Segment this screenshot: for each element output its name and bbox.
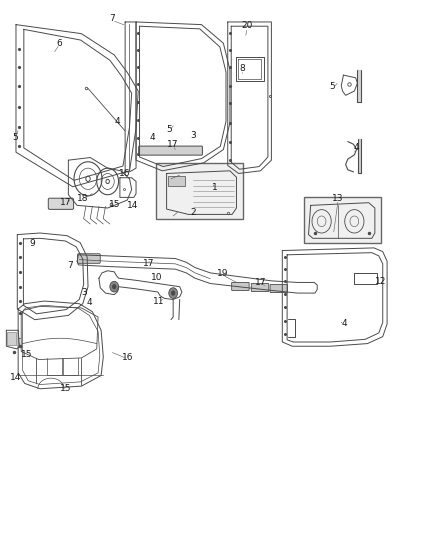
FancyBboxPatch shape	[155, 163, 243, 219]
Text: 3: 3	[81, 288, 88, 297]
Text: 11: 11	[153, 297, 165, 306]
Text: 5: 5	[166, 125, 172, 134]
FancyBboxPatch shape	[7, 333, 16, 345]
Text: 17: 17	[60, 198, 71, 207]
Text: 5: 5	[330, 82, 336, 91]
FancyBboxPatch shape	[168, 176, 185, 185]
Circle shape	[169, 288, 177, 298]
Text: 14: 14	[10, 373, 21, 382]
Text: 17: 17	[167, 140, 179, 149]
Circle shape	[110, 281, 119, 292]
Text: 2: 2	[190, 208, 196, 217]
Text: 19: 19	[217, 270, 228, 278]
Text: 4: 4	[115, 117, 120, 126]
FancyBboxPatch shape	[270, 285, 288, 293]
Text: 15: 15	[60, 384, 72, 393]
Text: 15: 15	[21, 350, 33, 359]
Text: 17: 17	[142, 260, 154, 268]
Text: 7: 7	[109, 14, 115, 23]
Text: 3: 3	[190, 131, 196, 140]
Text: 4: 4	[149, 133, 155, 142]
Text: 16: 16	[120, 169, 131, 178]
Text: 4: 4	[342, 319, 348, 328]
FancyBboxPatch shape	[48, 198, 74, 209]
Text: 10: 10	[151, 273, 162, 281]
Text: 6: 6	[57, 39, 63, 48]
Circle shape	[112, 284, 117, 289]
Text: 13: 13	[332, 194, 344, 203]
FancyBboxPatch shape	[232, 282, 249, 290]
Text: 8: 8	[239, 64, 245, 72]
Text: 16: 16	[123, 353, 134, 362]
Circle shape	[171, 290, 175, 296]
Text: 17: 17	[255, 278, 267, 287]
FancyBboxPatch shape	[139, 146, 202, 155]
FancyBboxPatch shape	[251, 284, 269, 292]
Text: 18: 18	[77, 194, 88, 203]
Text: 4: 4	[354, 143, 359, 152]
Text: 15: 15	[110, 200, 121, 209]
FancyBboxPatch shape	[78, 254, 100, 263]
Text: 7: 7	[67, 261, 73, 270]
Text: 1: 1	[212, 183, 218, 192]
Text: 4: 4	[86, 298, 92, 307]
Text: 9: 9	[29, 239, 35, 248]
Text: 20: 20	[242, 21, 253, 30]
Text: 12: 12	[375, 277, 386, 286]
Text: 14: 14	[127, 201, 138, 211]
FancyBboxPatch shape	[304, 197, 381, 243]
Text: 5: 5	[12, 133, 18, 142]
